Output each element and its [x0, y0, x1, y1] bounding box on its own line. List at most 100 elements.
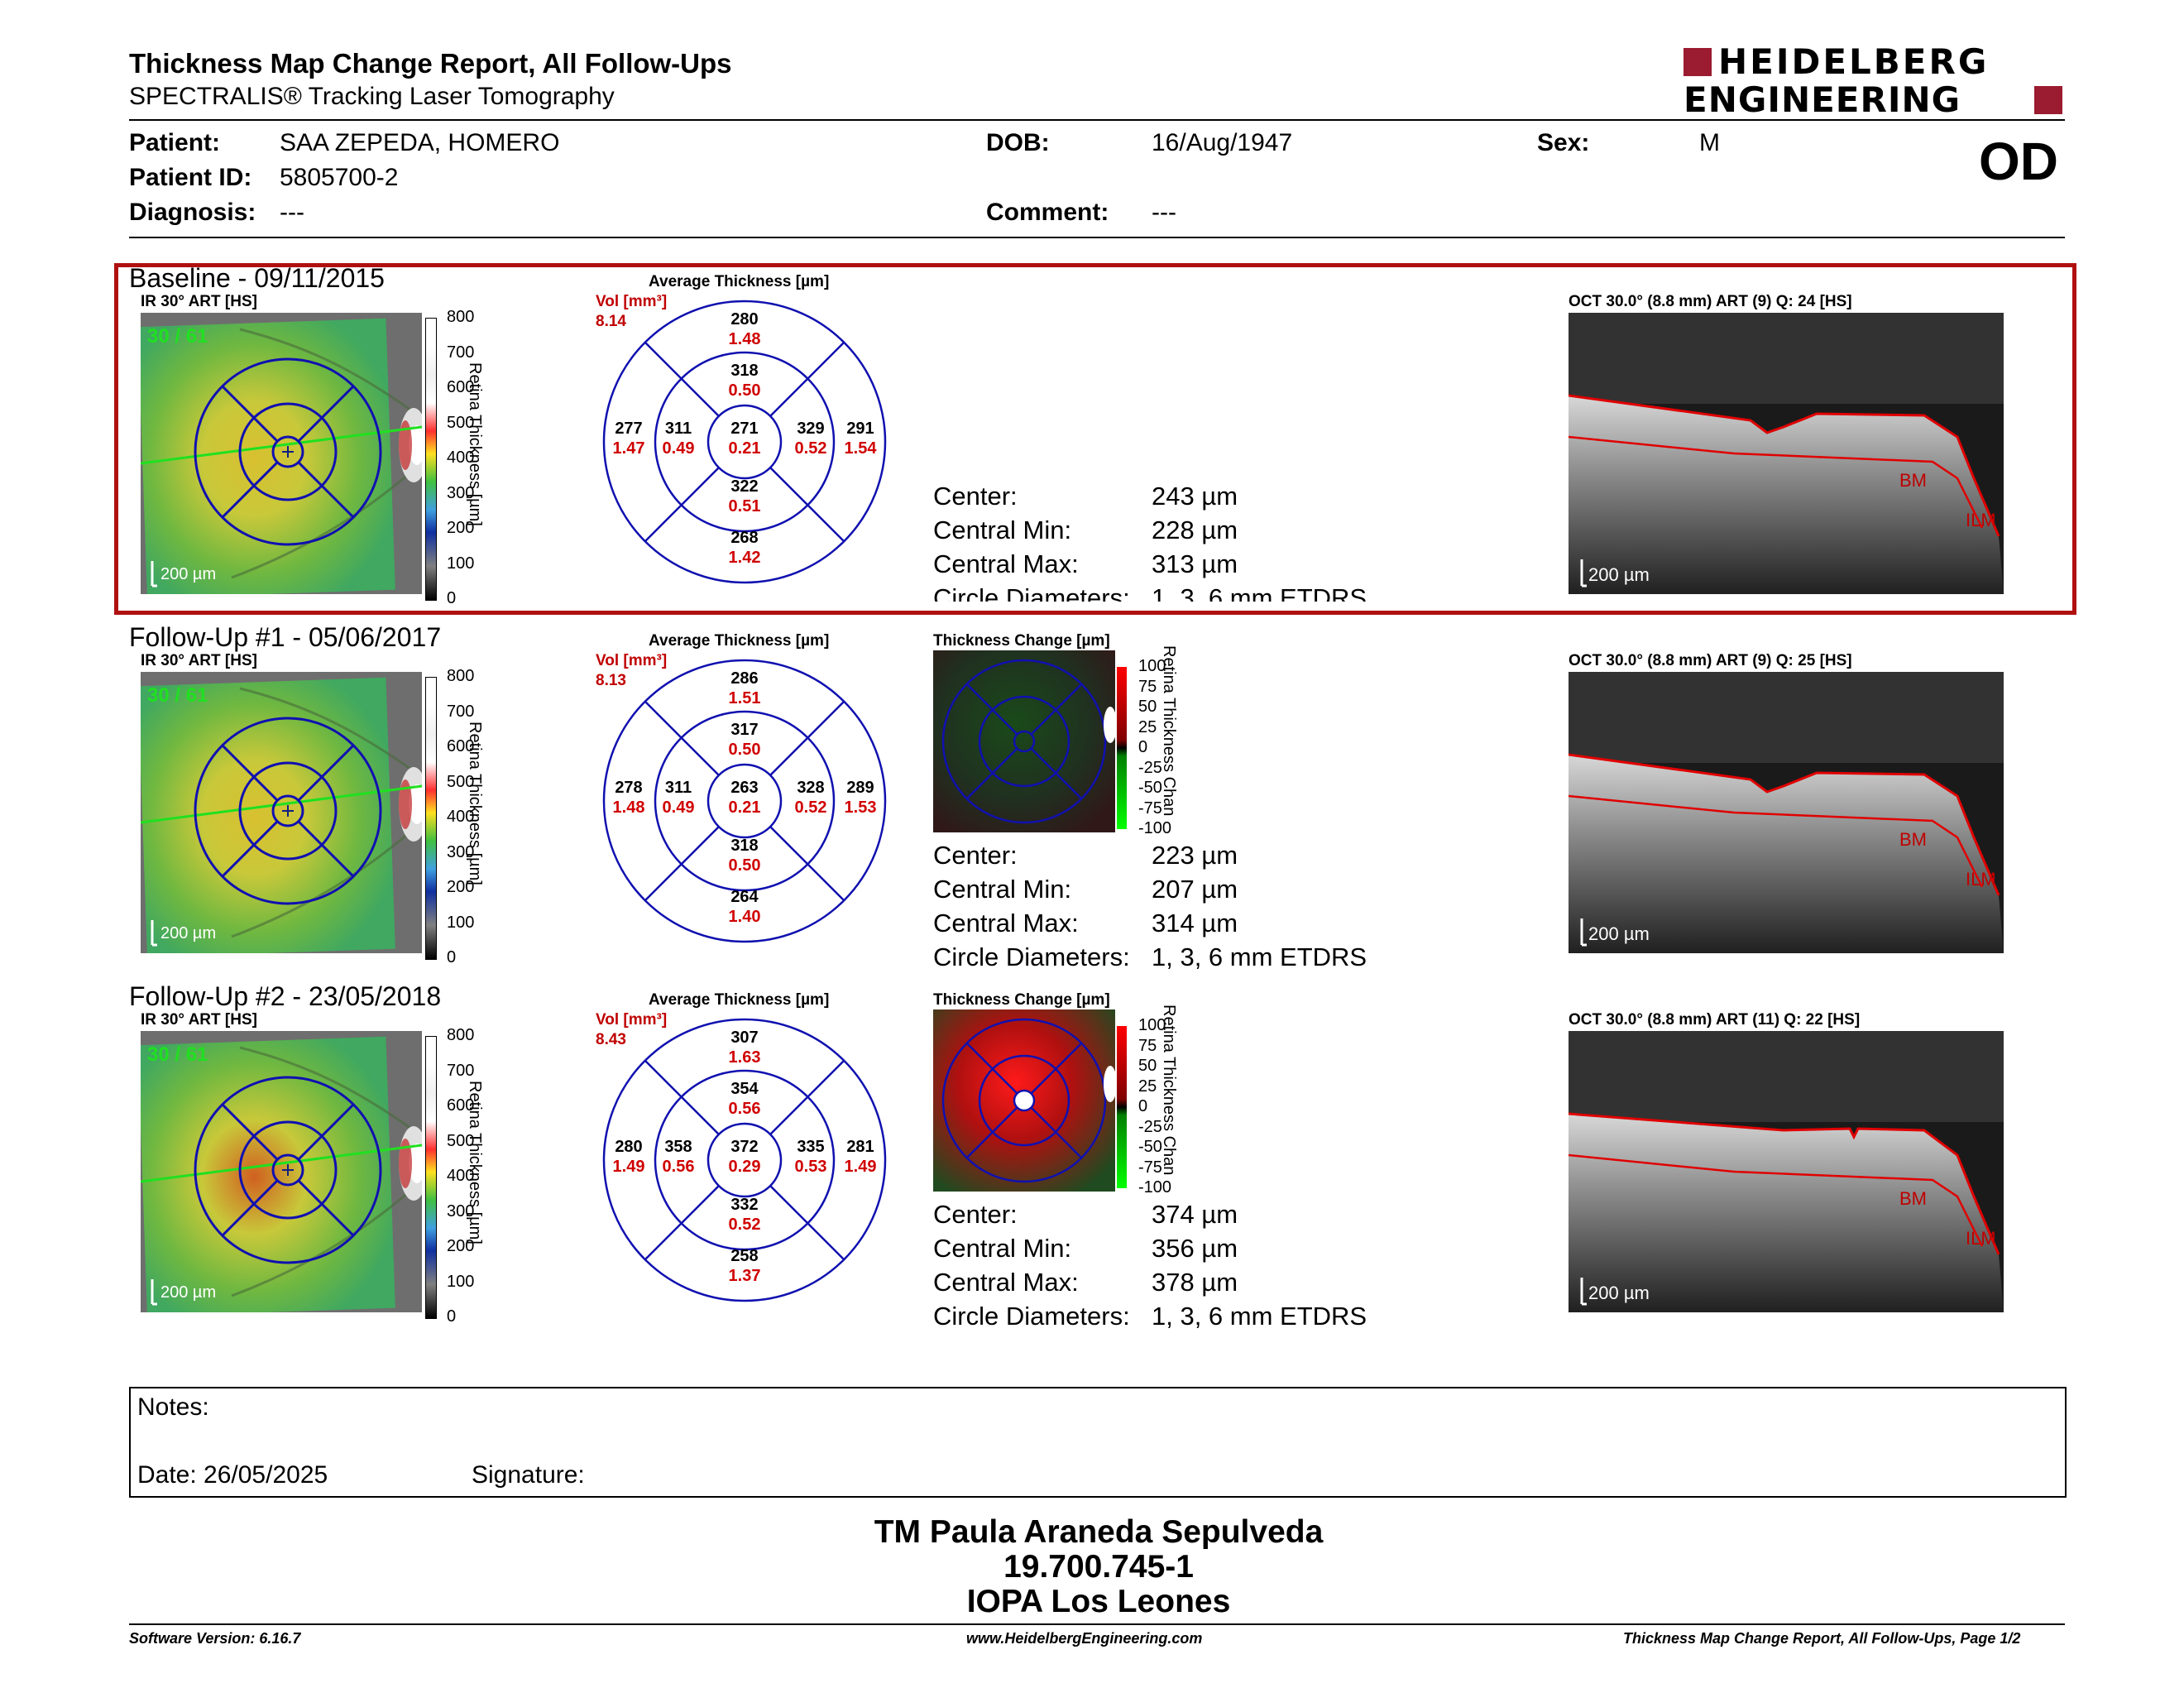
sector-volume-inner-inf: 0.50 [729, 856, 761, 875]
central-min-value: 228 µm [1152, 516, 1238, 544]
center-label: Center: [933, 482, 1018, 511]
scale-bar-label: 200 µm [160, 1283, 216, 1302]
sector-thickness-outer-left: 280 [615, 1138, 642, 1156]
sector-thickness-inner-sup: 318 [730, 362, 758, 380]
sector-volume-outer-inf: 1.40 [729, 908, 761, 926]
sector-thickness-inner-sup: 317 [730, 721, 758, 739]
change-bar-tick: -75 [1138, 798, 1162, 818]
oct-scale-bar-label: 200 µm [1588, 923, 1650, 944]
sector-thickness-center: 372 [730, 1138, 758, 1156]
oct-label: OCT 30.0° (8.8 mm) ART (11) Q: 22 [HS] [1569, 1011, 1861, 1029]
circle-diameters-value: 1, 3, 6 mm ETDRS [1152, 1302, 1367, 1331]
change-color-bar [1117, 1026, 1127, 1188]
center-label: Center: [933, 1200, 1018, 1229]
oct-label: OCT 30.0° (8.8 mm) ART (9) Q: 25 [HS] [1569, 652, 1852, 669]
sector-volume-outer-right: 1.53 [845, 798, 877, 817]
color-bar-tick: 600 [447, 378, 475, 396]
color-bar-tick: 700 [447, 343, 475, 362]
thickness-change-label: Thickness Change [µm] [933, 632, 1110, 650]
change-bar-tick: -25 [1138, 758, 1162, 777]
oct-bscan-image[interactable]: BM ILM 200 µm [1569, 1031, 2004, 1312]
etdrs-grid: 280 1.48 318 0.50 271 0.21 322 0.51 268 1.42 277 1.… [599, 296, 890, 587]
sector-thickness-inner-left: 311 [665, 420, 692, 438]
oct-bscan-image[interactable]: BM ILM 200 µm [1569, 313, 2004, 594]
oct-bscan-image[interactable]: BM ILM 200 µm [1569, 672, 2004, 953]
color-bar-tick: 700 [447, 702, 475, 721]
sector-volume-center: 0.29 [729, 1158, 761, 1176]
sector-volume-inner-right: 0.52 [795, 439, 827, 458]
logo-square-icon-2 [2034, 86, 2062, 114]
change-bar-tick: 75 [1138, 677, 1157, 696]
change-color-bar [1117, 667, 1127, 829]
change-bar-tick: 50 [1138, 1057, 1157, 1075]
color-bar-tick: 200 [447, 519, 475, 537]
sector-thickness-outer-inf: 258 [730, 1247, 758, 1265]
vol-label: Vol [mm³] [596, 652, 668, 669]
sector-volume-inner-inf: 0.52 [729, 1216, 761, 1234]
thickness-color-bar [425, 677, 437, 960]
report-subtitle: SPECTRALIS® Tracking Laser Tomography [129, 83, 615, 110]
thickness-map-image[interactable]: 30 / 61 200 µm [141, 672, 422, 953]
sector-volume-outer-sup: 1.48 [729, 330, 761, 348]
sector-volume-inner-sup: 0.50 [729, 741, 761, 759]
circle-diameters-value: 1, 3, 6 mm ETDRS [1152, 583, 1367, 602]
thickness-change-map[interactable] [933, 650, 1115, 832]
sector-thickness-inner-sup: 354 [730, 1080, 759, 1098]
color-bar-tick: 300 [447, 842, 475, 861]
color-bar-tick: 500 [447, 772, 475, 791]
dob-value: 16/Aug/1947 [1152, 129, 1293, 156]
central-min-value: 207 µm [1152, 875, 1238, 904]
signer-org: IOPA Los Leones [966, 1584, 1231, 1619]
logo-square-icon [1684, 48, 1712, 76]
ir-label: IR 30° ART [HS] [141, 293, 257, 310]
sector-volume-inner-left: 0.49 [663, 439, 695, 458]
thickness-change-map[interactable] [933, 1009, 1115, 1192]
circle-diameters-label: Circle Diameters: [933, 583, 1130, 602]
ilm-label: ILM [1966, 1228, 1996, 1249]
sector-thickness-outer-right: 281 [846, 1138, 874, 1156]
thickness-map-image[interactable]: 30 / 61 200 µm [141, 313, 422, 594]
comment-value: --- [1152, 199, 1176, 226]
change-bar-tick: 100 [1138, 657, 1166, 675]
sector-thickness-inner-inf: 318 [730, 837, 758, 855]
quality-score: 30 / 61 [147, 1043, 208, 1066]
central-min-label: Central Min: [933, 516, 1072, 544]
sector-volume-outer-sup: 1.63 [729, 1048, 761, 1067]
notes-box[interactable]: Notes: Date: 26/05/2025 Signature: [129, 1387, 2067, 1498]
circle-diameters-value: 1, 3, 6 mm ETDRS [1152, 942, 1367, 971]
sector-volume-inner-sup: 0.56 [729, 1100, 761, 1118]
website-link[interactable]: www.HeidelbergEngineering.com [966, 1630, 1203, 1647]
ilm-label: ILM [1966, 510, 1996, 530]
sex-label: Sex: [1537, 129, 1590, 156]
sector-volume-outer-right: 1.54 [845, 439, 878, 458]
color-bar-tick: 400 [447, 1167, 475, 1185]
diagnosis-value: --- [280, 199, 304, 226]
central-max-value: 378 µm [1152, 1268, 1238, 1297]
sector-volume-outer-inf: 1.37 [729, 1267, 761, 1285]
signer-name: TM Paula Araneda Sepulveda [874, 1514, 1324, 1550]
exam-title: Follow-Up #1 - 05/06/2017 [129, 622, 442, 652]
etdrs-grid: 307 1.63 354 0.56 372 0.29 332 0.52 258 1.37 280 1.… [599, 1014, 890, 1306]
sector-volume-inner-right: 0.53 [795, 1158, 827, 1176]
patient-name: SAA ZEPEDA, HOMERO [280, 129, 560, 156]
circle-diameters-label: Circle Diameters: [933, 942, 1130, 971]
vol-total: 8.13 [596, 672, 626, 689]
change-bar-tick: 0 [1138, 738, 1148, 756]
central-max-label: Central Max: [933, 909, 1079, 938]
eye-label: OD [1979, 132, 2058, 191]
sector-thickness-inner-inf: 322 [730, 477, 758, 496]
sector-volume-inner-left: 0.49 [663, 798, 695, 817]
color-bar-tick: 200 [447, 878, 475, 896]
color-bar-tick: 400 [447, 808, 475, 826]
scale-bar-label: 200 µm [160, 924, 216, 942]
color-bar-title: Retina Thickness [µm] [466, 1081, 484, 1244]
notes-label: Notes: [137, 1393, 209, 1421]
sector-thickness-inner-right: 329 [797, 420, 824, 438]
color-bar-tick: 0 [447, 589, 457, 607]
central-max-label: Central Max: [933, 549, 1079, 578]
vol-label: Vol [mm³] [596, 293, 668, 310]
page-info: Thickness Map Change Report, All Follow-… [1623, 1630, 2021, 1647]
bm-label: BM [1899, 1188, 1927, 1209]
thickness-map-image[interactable]: 30 / 61 200 µm [141, 1031, 422, 1312]
color-bar-tick: 400 [447, 448, 475, 467]
